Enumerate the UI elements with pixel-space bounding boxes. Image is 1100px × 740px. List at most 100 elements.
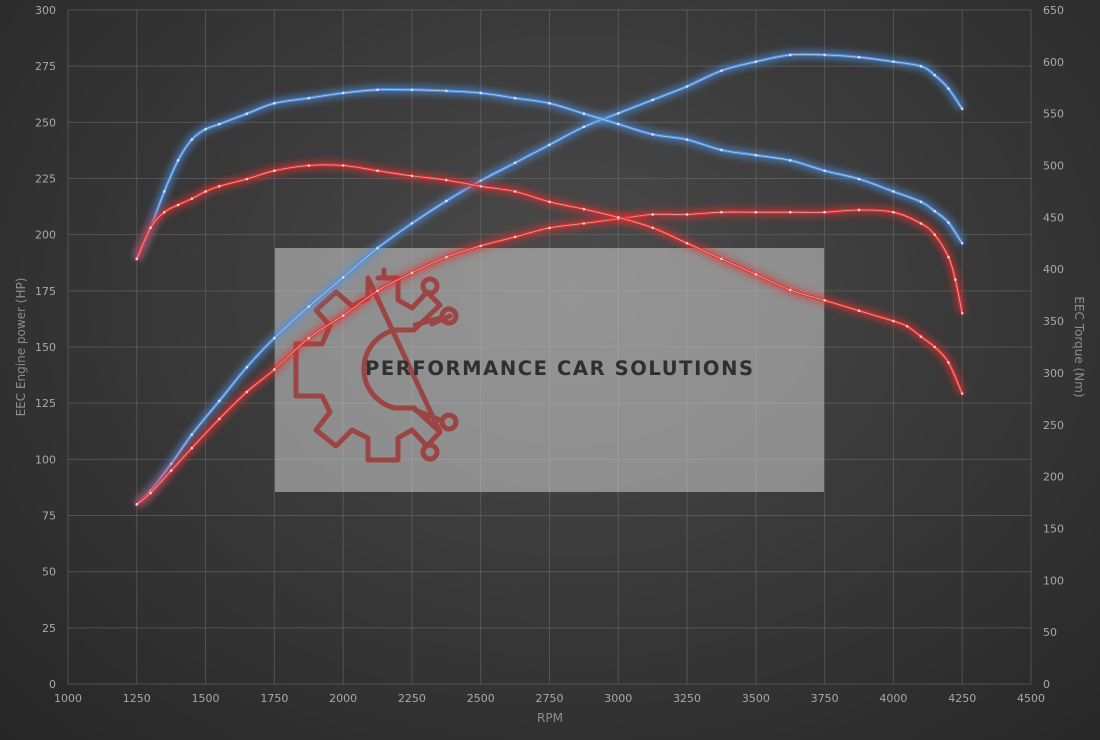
y-left-tick-label: 250 xyxy=(35,116,56,129)
data-point xyxy=(307,96,311,100)
data-point xyxy=(479,179,483,183)
y-right-tick-label: 100 xyxy=(1043,574,1064,587)
data-point xyxy=(204,127,207,131)
data-point xyxy=(933,209,936,213)
data-point xyxy=(135,257,139,261)
data-point xyxy=(190,433,194,436)
data-point xyxy=(479,244,483,248)
data-point xyxy=(892,210,895,214)
data-point xyxy=(307,336,311,340)
y-right-tick-label: 50 xyxy=(1043,626,1057,639)
data-point xyxy=(947,221,950,224)
data-point xyxy=(341,91,345,95)
data-point xyxy=(245,112,249,115)
data-point xyxy=(176,203,180,207)
tick-labels: 1000 1250 1500 1750 2000 2250 2500 2750 3000 3250… xyxy=(35,4,1064,705)
data-point xyxy=(823,210,826,214)
y-left-tick-label: 175 xyxy=(35,285,56,298)
series-line-highlight xyxy=(136,209,963,505)
x-tick-label: 1250 xyxy=(123,692,151,705)
y-left-axis-title: EEC Engine power (HP) xyxy=(14,278,28,417)
x-tick-label: 1500 xyxy=(192,692,220,705)
series-3-right-axis xyxy=(132,160,967,396)
data-point xyxy=(960,107,964,111)
data-point xyxy=(190,197,194,201)
gear-circuit-logo-icon xyxy=(293,267,459,463)
data-point xyxy=(218,417,221,421)
x-tick-label: 3750 xyxy=(811,692,839,705)
y-right-tick-label: 150 xyxy=(1043,522,1064,535)
y-left-tick-label: 150 xyxy=(35,341,56,354)
data-point xyxy=(218,399,221,403)
data-point xyxy=(788,159,792,162)
data-point xyxy=(163,190,166,193)
data-point xyxy=(616,122,620,126)
watermark-text: PERFORMANCE CAR SOLUTIONS xyxy=(365,357,755,380)
data-point xyxy=(376,246,379,250)
data-point xyxy=(410,174,414,178)
x-tick-label: 4000 xyxy=(879,692,907,705)
data-point xyxy=(933,73,936,77)
x-tick-label: 1750 xyxy=(260,692,288,705)
data-point xyxy=(788,53,792,57)
data-point xyxy=(892,190,895,193)
data-point xyxy=(960,392,964,395)
data-point xyxy=(582,207,586,211)
data-point xyxy=(919,64,923,68)
data-point xyxy=(376,289,379,293)
y-right-axis-title: EEC Torque (Nm) xyxy=(1072,296,1086,397)
data-point xyxy=(341,314,345,317)
y-left-tick-label: 200 xyxy=(35,229,56,242)
data-point xyxy=(218,122,221,126)
data-point xyxy=(410,88,414,92)
series-1-right-axis xyxy=(132,85,966,261)
x-tick-label: 2250 xyxy=(398,692,426,705)
data-point xyxy=(685,242,689,245)
data-point xyxy=(616,112,620,115)
data-point xyxy=(754,60,758,63)
x-tick-label: 2500 xyxy=(467,692,495,705)
y-right-tick-label: 200 xyxy=(1043,471,1064,484)
data-point xyxy=(218,184,221,188)
series-0-left-axis xyxy=(133,49,966,508)
data-point xyxy=(548,102,551,105)
data-point xyxy=(149,491,152,495)
data-point xyxy=(954,278,957,281)
data-point xyxy=(149,226,152,230)
y-left-tick-label: 100 xyxy=(35,453,56,466)
y-right-tick-label: 350 xyxy=(1043,315,1064,328)
data-point xyxy=(273,368,276,371)
data-point xyxy=(245,365,249,369)
series-layer xyxy=(132,49,967,508)
data-point xyxy=(933,345,936,349)
data-point xyxy=(176,159,180,162)
y-left-tick-label: 25 xyxy=(42,622,56,635)
data-point xyxy=(445,178,448,182)
data-point xyxy=(685,85,689,88)
x-tick-label: 2750 xyxy=(536,692,564,705)
y-left-tick-label: 275 xyxy=(35,60,56,73)
data-point xyxy=(307,305,311,308)
x-axis-title: RPM xyxy=(537,711,563,725)
data-point xyxy=(651,133,654,136)
data-point xyxy=(273,336,276,340)
data-point xyxy=(410,222,414,225)
data-point xyxy=(376,88,379,92)
x-tick-label: 3500 xyxy=(742,692,770,705)
data-point xyxy=(169,469,173,472)
data-point xyxy=(720,148,723,152)
data-point xyxy=(479,91,483,95)
data-point xyxy=(720,69,723,72)
data-point xyxy=(892,319,895,323)
data-point xyxy=(788,288,792,292)
data-point xyxy=(513,161,517,165)
data-point xyxy=(960,312,964,315)
data-point xyxy=(919,222,923,225)
data-point xyxy=(947,87,950,90)
data-point xyxy=(720,257,723,261)
data-point xyxy=(548,226,551,230)
data-point xyxy=(445,89,448,93)
x-tick-label: 2000 xyxy=(329,692,357,705)
data-point xyxy=(582,112,586,115)
